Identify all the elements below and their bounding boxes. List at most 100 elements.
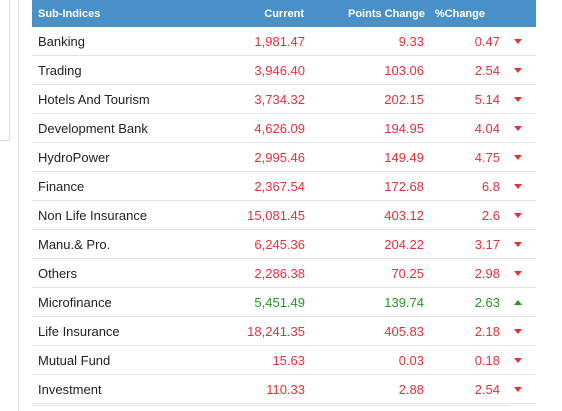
points-change-value: 9.33 bbox=[398, 33, 424, 49]
trend-cell bbox=[500, 38, 536, 44]
pct-change-value: 2.6 bbox=[481, 207, 500, 223]
points-change-value: 194.95 bbox=[384, 120, 424, 136]
sub-index-name[interactable]: Investment bbox=[38, 381, 102, 397]
caret-down-icon bbox=[514, 270, 522, 276]
points-change-value: 2.88 bbox=[398, 381, 424, 397]
trend-cell bbox=[500, 328, 536, 334]
pct-change-value: 6.8 bbox=[481, 178, 500, 194]
header-points-change[interactable]: Points Change bbox=[347, 7, 425, 20]
caret-down-icon bbox=[514, 96, 522, 102]
pct-change-value: 2.18 bbox=[474, 323, 500, 339]
trend-cell bbox=[500, 154, 536, 160]
sub-index-name[interactable]: Finance bbox=[38, 178, 85, 194]
caret-down-icon bbox=[514, 241, 522, 247]
current-value: 2,995.46 bbox=[254, 149, 305, 165]
table-row[interactable]: Development Bank 4,626.09 194.95 4.04 bbox=[32, 114, 536, 143]
table-row[interactable]: Manu.& Pro. 6,245.36 204.22 3.17 bbox=[32, 230, 536, 259]
sub-index-name[interactable]: Others bbox=[38, 265, 78, 281]
table-left-border bbox=[18, 0, 19, 411]
caret-down-icon bbox=[514, 67, 522, 73]
sub-index-name[interactable]: Manu.& Pro. bbox=[38, 236, 111, 252]
sub-indices-table: Sub-Indices Current Points Change %Chang… bbox=[32, 0, 536, 404]
table-row[interactable]: Non Life Insurance 15,081.45 403.12 2.6 bbox=[32, 201, 536, 230]
caret-down-icon bbox=[514, 212, 522, 218]
table-row[interactable]: Hotels And Tourism 3,734.32 202.15 5.14 bbox=[32, 85, 536, 114]
points-change-value: 0.03 bbox=[398, 352, 424, 368]
sub-index-name[interactable]: Life Insurance bbox=[38, 323, 120, 339]
trend-cell bbox=[500, 125, 536, 131]
table-row[interactable]: Mutual Fund 15.63 0.03 0.18 bbox=[32, 346, 536, 375]
sub-index-name[interactable]: Microfinance bbox=[38, 294, 112, 310]
sub-index-name[interactable]: Mutual Fund bbox=[38, 352, 111, 368]
caret-down-icon bbox=[514, 328, 522, 334]
trend-cell bbox=[500, 67, 536, 73]
caret-down-icon bbox=[514, 357, 522, 363]
pct-change-value: 0.47 bbox=[474, 33, 500, 49]
pct-change-value: 4.04 bbox=[474, 120, 500, 136]
current-value: 6,245.36 bbox=[254, 236, 305, 252]
table-row[interactable]: HydroPower 2,995.46 149.49 4.75 bbox=[32, 143, 536, 172]
table-header: Sub-Indices Current Points Change %Chang… bbox=[32, 0, 536, 27]
pct-change-value: 2.98 bbox=[474, 265, 500, 281]
current-value: 1,981.47 bbox=[254, 33, 305, 49]
points-change-value: 202.15 bbox=[384, 91, 424, 107]
trend-cell bbox=[500, 96, 536, 102]
pct-change-value: 0.18 bbox=[474, 352, 500, 368]
current-value: 18,241.35 bbox=[247, 323, 305, 339]
current-value: 2,367.54 bbox=[254, 178, 305, 194]
sub-index-name[interactable]: Banking bbox=[38, 33, 85, 49]
table-bottom-rule bbox=[32, 405, 511, 406]
points-change-value: 139.74 bbox=[384, 294, 424, 310]
current-value: 110.33 bbox=[266, 381, 305, 397]
table-row[interactable]: Life Insurance 18,241.35 405.83 2.18 bbox=[32, 317, 536, 346]
current-value: 5,451.49 bbox=[254, 294, 305, 310]
sub-index-name[interactable]: Development Bank bbox=[38, 120, 148, 136]
left-panel-edge bbox=[0, 0, 10, 141]
caret-down-icon bbox=[514, 183, 522, 189]
pct-change-value: 5.14 bbox=[474, 91, 500, 107]
header-pct-change[interactable]: %Change bbox=[434, 7, 485, 20]
current-value: 3,946.40 bbox=[254, 62, 305, 78]
sub-index-name[interactable]: Non Life Insurance bbox=[38, 207, 148, 223]
current-value: 15.63 bbox=[272, 352, 305, 368]
pct-change-value: 4.75 bbox=[474, 149, 500, 165]
trend-cell bbox=[500, 299, 536, 305]
points-change-value: 403.12 bbox=[384, 207, 424, 223]
table-row[interactable]: Others 2,286.38 70.25 2.98 bbox=[32, 259, 536, 288]
trend-cell bbox=[500, 386, 536, 392]
pct-change-value: 2.63 bbox=[474, 294, 500, 310]
header-current[interactable]: Current bbox=[264, 7, 304, 20]
pct-change-value: 2.54 bbox=[474, 381, 500, 397]
current-value: 2,286.38 bbox=[254, 265, 305, 281]
sub-index-name[interactable]: Hotels And Tourism bbox=[38, 91, 150, 107]
trend-cell bbox=[500, 270, 536, 276]
points-change-value: 103.06 bbox=[384, 62, 424, 78]
trend-cell bbox=[500, 241, 536, 247]
pct-change-value: 3.17 bbox=[474, 236, 500, 252]
current-value: 15,081.45 bbox=[247, 207, 305, 223]
trend-cell bbox=[500, 183, 536, 189]
caret-down-icon bbox=[514, 125, 522, 131]
trend-cell bbox=[500, 212, 536, 218]
table-row[interactable]: Investment 110.33 2.88 2.54 bbox=[32, 375, 536, 404]
current-value: 4,626.09 bbox=[254, 120, 305, 136]
caret-down-icon bbox=[514, 386, 522, 392]
header-sub-indices[interactable]: Sub-Indices bbox=[38, 7, 101, 20]
caret-down-icon bbox=[514, 154, 522, 160]
points-change-value: 70.25 bbox=[391, 265, 424, 281]
table-row[interactable]: Finance 2,367.54 172.68 6.8 bbox=[32, 172, 536, 201]
caret-down-icon bbox=[514, 38, 522, 44]
sub-index-name[interactable]: Trading bbox=[38, 62, 82, 78]
current-value: 3,734.32 bbox=[254, 91, 305, 107]
table-body: Banking 1,981.47 9.33 0.47 Trading 3,946.40 10… bbox=[32, 27, 536, 404]
sub-index-name[interactable]: HydroPower bbox=[38, 149, 110, 165]
points-change-value: 172.68 bbox=[384, 178, 424, 194]
caret-up-icon bbox=[514, 299, 522, 305]
pct-change-value: 2.54 bbox=[474, 62, 500, 78]
points-change-value: 204.22 bbox=[384, 236, 424, 252]
table-row[interactable]: Banking 1,981.47 9.33 0.47 bbox=[32, 27, 536, 56]
points-change-value: 405.83 bbox=[384, 323, 424, 339]
table-row[interactable]: Trading 3,946.40 103.06 2.54 bbox=[32, 56, 536, 85]
points-change-value: 149.49 bbox=[384, 149, 424, 165]
table-row[interactable]: Microfinance 5,451.49 139.74 2.63 bbox=[32, 288, 536, 317]
